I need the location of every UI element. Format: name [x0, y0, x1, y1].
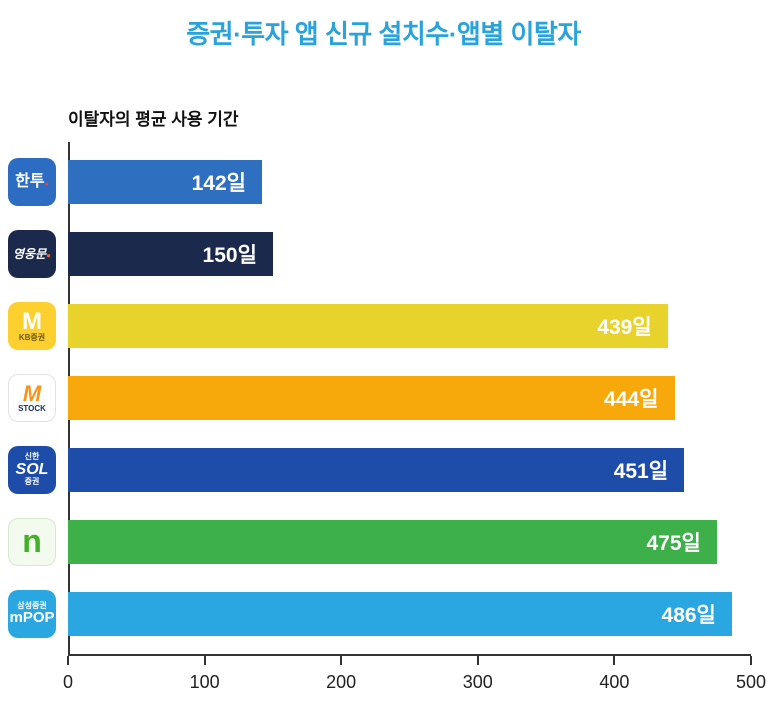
icon-text: 신한	[24, 452, 40, 462]
tick-mark	[203, 656, 206, 665]
icon-text: M	[22, 381, 42, 407]
icon-text-line: KB증권	[18, 333, 46, 343]
value-bar: 475일	[68, 520, 717, 564]
kiwoom-heroes-app-icon: 영웅문 ●	[8, 230, 56, 278]
tick-mark	[340, 656, 343, 665]
icon-text-line: SOL	[15, 460, 49, 479]
bar-track: 451일	[68, 448, 751, 492]
icon-text: 삼성증권	[17, 600, 47, 610]
kb-mable-app-icon: M KB증권	[8, 302, 56, 350]
icon-text: STOCK	[18, 404, 46, 414]
chart-row: n 475일	[8, 518, 751, 566]
icon-text: KB증권	[18, 333, 46, 343]
chart-row: 영웅문 ● 150일	[8, 230, 751, 278]
tick-label: 300	[462, 672, 493, 692]
icon-text: ●	[44, 180, 49, 188]
icon-text-line: STOCK	[18, 404, 46, 414]
icon-text: 증권	[24, 477, 40, 487]
icon-text: SOL	[15, 460, 49, 478]
icon-text: n	[22, 523, 42, 560]
tick-label: 400	[599, 672, 630, 692]
value-label: 444일	[604, 388, 659, 411]
icon-text: 영웅문	[13, 246, 47, 261]
bar-track: 150일	[68, 232, 751, 276]
bar-track: 142일	[68, 160, 751, 204]
mirae-mstock-app-icon: M STOCK	[8, 374, 56, 422]
chart-row: 신한 SOL 증권 451일	[8, 446, 751, 494]
icon-text: M	[22, 308, 42, 336]
chart-rows: 한투 ● 142일 영웅문 ● 150일 M KB증권 439일 M STOCK 444일 신한 SOL 증…	[0, 142, 767, 654]
icon-text-line: 신한	[24, 452, 40, 462]
icon-text-line: 한투 ●	[15, 172, 49, 191]
value-label: 439일	[597, 316, 652, 339]
chart-row: 한투 ● 142일	[8, 158, 751, 206]
value-label: 486일	[661, 604, 716, 627]
icon-text-line: M	[23, 382, 41, 405]
tick-label: 500	[735, 672, 767, 692]
bar-track: 439일	[68, 304, 751, 348]
samsung-mpop-app-icon: 삼성증권 mPOP	[8, 590, 56, 638]
value-bar: 444일	[68, 376, 675, 420]
chart-subtitle: 이탈자의 평균 사용 기간	[68, 110, 239, 129]
page-title: 증권·투자 앱 신규 설치수·앱별 이탈자	[186, 19, 581, 49]
tick-mark	[476, 656, 479, 665]
value-label: 142일	[191, 172, 246, 195]
value-bar: 439일	[68, 304, 668, 348]
tick-label: 100	[189, 672, 220, 692]
icon-text-line: M	[22, 309, 42, 334]
icon-text: ●	[46, 250, 51, 260]
bar-chart: 한투 ● 142일 영웅문 ● 150일 M KB증권 439일 M STOCK 444일 신한 SOL 증…	[0, 142, 767, 698]
namuh-app-icon: n	[8, 518, 56, 566]
x-axis: 0 100 200 300 400 500	[63, 654, 766, 698]
bar-track: 444일	[68, 376, 751, 420]
chart-row: M KB증권 439일	[8, 302, 751, 350]
icon-text-line: n	[22, 525, 42, 559]
value-bar: 486일	[68, 592, 732, 636]
tick-mark	[613, 656, 616, 665]
bar-track: 475일	[68, 520, 751, 564]
tick-label: 200	[326, 672, 357, 692]
x-axis-line	[68, 654, 751, 656]
value-bar: 150일	[68, 232, 273, 276]
value-label: 475일	[646, 532, 701, 555]
tick-mark	[750, 656, 752, 665]
value-bar: 142일	[68, 160, 262, 204]
icon-text-line: 삼성증권	[17, 600, 47, 610]
icon-text-line: 증권	[24, 477, 40, 487]
chart-row: 삼성증권 mPOP 486일	[8, 590, 751, 638]
shinhan-sol-app-icon: 신한 SOL 증권	[8, 446, 56, 494]
value-bar: 451일	[68, 448, 685, 492]
value-label: 451일	[613, 460, 669, 483]
icon-text: mPOP	[9, 609, 55, 627]
icon-text: 한투	[15, 172, 45, 190]
tick-mark	[67, 656, 69, 665]
icon-text-line: 영웅문 ●	[13, 248, 51, 261]
chart-row: M STOCK 444일	[8, 374, 751, 422]
tick-label: 0	[62, 672, 74, 692]
bar-track: 486일	[68, 592, 751, 636]
value-label: 150일	[202, 244, 257, 267]
icon-text-line: mPOP	[9, 610, 54, 626]
hantoo-app-icon: 한투 ●	[8, 158, 56, 206]
